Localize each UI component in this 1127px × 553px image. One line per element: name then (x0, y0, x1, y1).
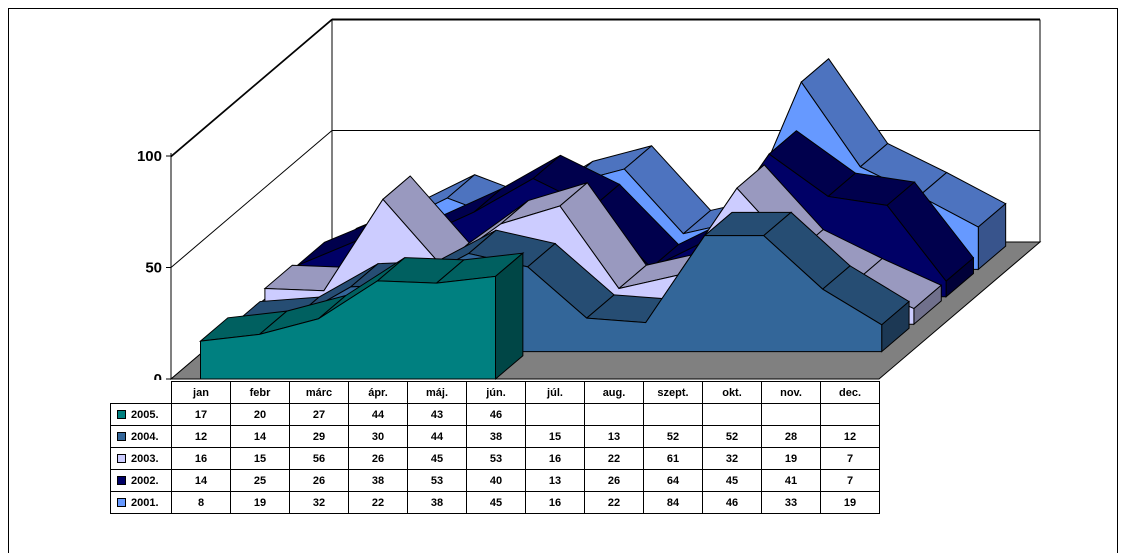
data-label (762, 404, 821, 426)
data-label: 14 (172, 470, 231, 492)
legend-entry: 2003. (111, 448, 172, 470)
legend-label: 2004. (131, 431, 159, 443)
data-label: 25 (231, 470, 290, 492)
x-tick-label: aug. (585, 382, 644, 404)
data-label: 12 (172, 426, 231, 448)
data-label: 19 (231, 492, 290, 514)
data-label: 26 (349, 448, 408, 470)
data-label: 61 (644, 448, 703, 470)
data-label: 19 (762, 448, 821, 470)
data-label: 27 (290, 404, 349, 426)
data-label: 38 (467, 426, 526, 448)
chart-plot: 0 50 100 (0, 0, 1127, 380)
data-label: 26 (585, 470, 644, 492)
data-label: 41 (762, 470, 821, 492)
data-label: 20 (231, 404, 290, 426)
legend-entry: 2004. (111, 426, 172, 448)
legend-label: 2005. (131, 409, 159, 421)
legend-label: 2003. (131, 453, 159, 465)
x-tick-label: ápr. (349, 382, 408, 404)
data-label: 26 (290, 470, 349, 492)
legend-swatch (117, 410, 126, 419)
data-label: 13 (585, 426, 644, 448)
data-label: 52 (644, 426, 703, 448)
data-label: 56 (290, 448, 349, 470)
x-tick-label: okt. (703, 382, 762, 404)
y-tick-label: 50 (145, 260, 162, 277)
data-label: 84 (644, 492, 703, 514)
data-label (585, 404, 644, 426)
data-label (703, 404, 762, 426)
legend-label: 2002. (131, 475, 159, 487)
legend-swatch (117, 476, 126, 485)
x-tick-label: márc (290, 382, 349, 404)
data-label: 15 (231, 448, 290, 470)
data-label (821, 404, 880, 426)
data-label: 52 (703, 426, 762, 448)
legend-swatch (117, 498, 126, 507)
data-label (644, 404, 703, 426)
data-label: 46 (467, 404, 526, 426)
x-tick-label: júl. (526, 382, 585, 404)
data-label: 16 (526, 448, 585, 470)
data-label: 44 (349, 404, 408, 426)
data-label: 53 (408, 470, 467, 492)
data-label: 38 (349, 470, 408, 492)
data-label: 22 (585, 448, 644, 470)
y-tick-label: 100 (137, 148, 162, 165)
data-label: 38 (408, 492, 467, 514)
data-label: 45 (703, 470, 762, 492)
data-label: 8 (172, 492, 231, 514)
legend-entry: 2005. (111, 404, 172, 426)
data-label: 64 (644, 470, 703, 492)
data-label: 7 (821, 448, 880, 470)
legend-entry: 2001. (111, 492, 172, 514)
data-label: 33 (762, 492, 821, 514)
data-label: 30 (349, 426, 408, 448)
legend-swatch (117, 432, 126, 441)
data-label: 28 (762, 426, 821, 448)
data-label: 12 (821, 426, 880, 448)
y-tick-label: 0 (154, 371, 162, 380)
data-label: 43 (408, 404, 467, 426)
data-label: 17 (172, 404, 231, 426)
legend-swatch (117, 454, 126, 463)
data-label: 15 (526, 426, 585, 448)
x-tick-label: febr (231, 382, 290, 404)
x-tick-label: szept. (644, 382, 703, 404)
data-label: 45 (467, 492, 526, 514)
data-label: 16 (526, 492, 585, 514)
x-tick-label: máj. (408, 382, 467, 404)
legend-label: 2001. (131, 497, 159, 509)
data-label: 44 (408, 426, 467, 448)
data-label: 16 (172, 448, 231, 470)
data-label: 29 (290, 426, 349, 448)
data-label: 32 (290, 492, 349, 514)
legend-entry: 2002. (111, 470, 172, 492)
data-label: 53 (467, 448, 526, 470)
data-label: 14 (231, 426, 290, 448)
table-corner (111, 382, 172, 404)
data-label: 19 (821, 492, 880, 514)
data-label: 22 (585, 492, 644, 514)
data-label: 45 (408, 448, 467, 470)
data-label: 22 (349, 492, 408, 514)
x-tick-label: jún. (467, 382, 526, 404)
data-label: 13 (526, 470, 585, 492)
data-label: 46 (703, 492, 762, 514)
x-tick-label: nov. (762, 382, 821, 404)
data-label: 32 (703, 448, 762, 470)
x-tick-label: jan (172, 382, 231, 404)
data-label (526, 404, 585, 426)
data-label: 40 (467, 470, 526, 492)
data-label: 7 (821, 470, 880, 492)
x-tick-label: dec. (821, 382, 880, 404)
